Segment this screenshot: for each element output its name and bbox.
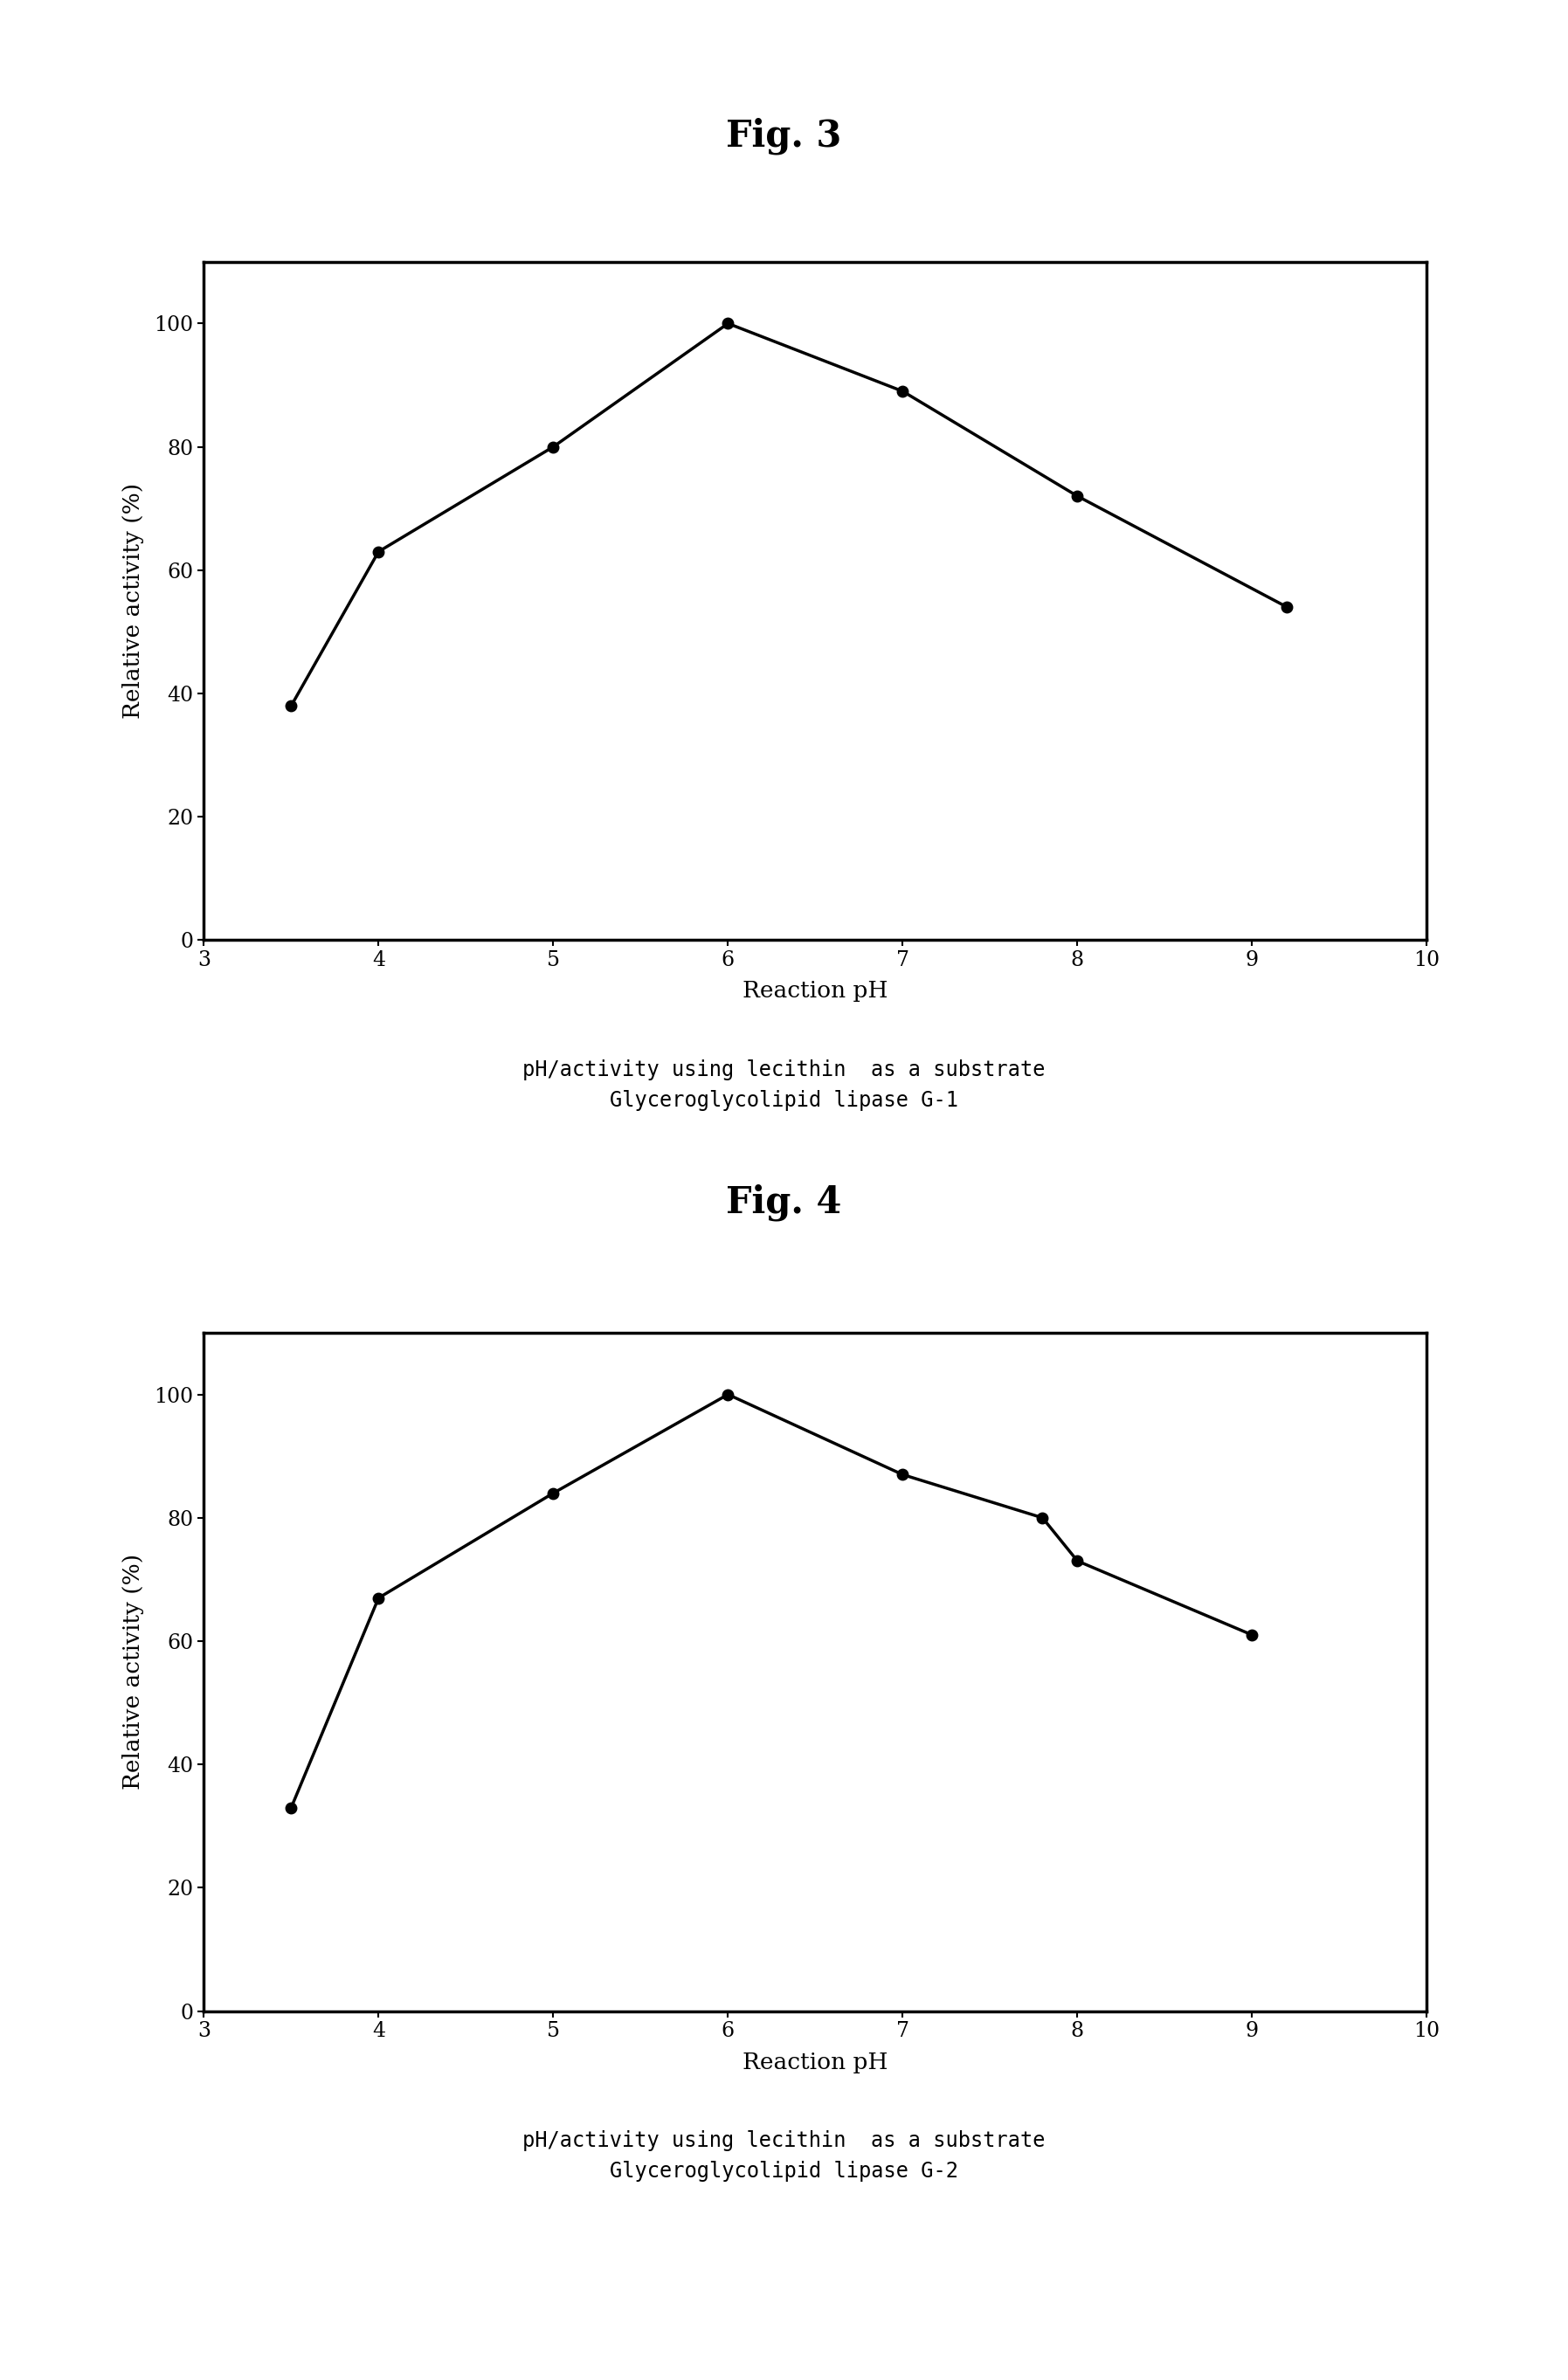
Text: Fig. 3: Fig. 3 (726, 117, 842, 155)
Y-axis label: Relative activity (%): Relative activity (%) (122, 483, 144, 719)
X-axis label: Reaction pH: Reaction pH (743, 2052, 887, 2073)
Text: pH/activity using lecithin  as a substrate
Glyceroglycolipid lipase G-2: pH/activity using lecithin as a substrat… (522, 2130, 1046, 2182)
X-axis label: Reaction pH: Reaction pH (743, 981, 887, 1002)
Y-axis label: Relative activity (%): Relative activity (%) (122, 1554, 144, 1790)
Text: pH/activity using lecithin  as a substrate
Glyceroglycolipid lipase G-1: pH/activity using lecithin as a substrat… (522, 1059, 1046, 1111)
Text: Fig. 4: Fig. 4 (726, 1183, 842, 1221)
